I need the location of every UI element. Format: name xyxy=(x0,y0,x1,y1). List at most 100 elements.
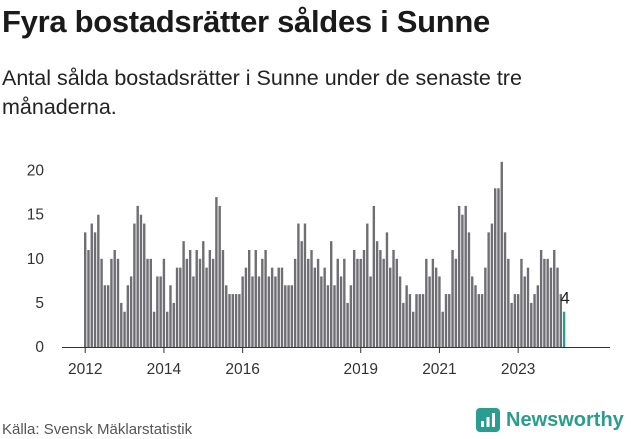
bar xyxy=(313,267,316,347)
bar-series xyxy=(84,161,566,347)
y-tick-label: 15 xyxy=(27,207,44,224)
bar xyxy=(297,223,300,347)
bar xyxy=(523,276,526,347)
bar xyxy=(556,267,559,347)
brand-logo: Newsworthy xyxy=(476,408,624,432)
bar xyxy=(346,302,349,347)
bar xyxy=(113,250,116,347)
bar xyxy=(379,250,382,347)
bar xyxy=(441,311,444,347)
bar xyxy=(172,302,175,347)
bar xyxy=(333,285,336,347)
newsworthy-bar-chart-icon xyxy=(476,408,500,432)
bar xyxy=(408,294,412,347)
bar xyxy=(152,311,156,347)
bar xyxy=(300,241,303,347)
bar xyxy=(533,294,536,347)
bar xyxy=(238,294,241,347)
chart-title: Fyra bostadsrätter såldes i Sunne xyxy=(2,4,490,39)
bar xyxy=(415,294,418,347)
bar xyxy=(159,276,162,347)
bar xyxy=(562,311,566,347)
bar xyxy=(510,302,513,347)
bar xyxy=(146,258,149,347)
x-tick-label: 2012 xyxy=(68,361,102,378)
bar xyxy=(106,285,110,347)
bar xyxy=(175,267,179,347)
bar xyxy=(497,188,500,347)
bar xyxy=(192,276,195,347)
bar xyxy=(500,161,503,347)
bar xyxy=(438,276,441,347)
bar xyxy=(451,250,454,347)
bar xyxy=(359,258,362,347)
bar xyxy=(431,258,435,347)
bar xyxy=(402,302,405,347)
bar xyxy=(418,294,421,347)
bar xyxy=(369,276,372,347)
y-tick-label: 5 xyxy=(35,295,44,312)
bar xyxy=(480,294,484,347)
bar xyxy=(87,250,90,347)
bar xyxy=(494,188,497,347)
bar xyxy=(136,205,139,347)
bar xyxy=(352,250,356,347)
bar xyxy=(149,258,152,347)
bar xyxy=(520,258,523,347)
bar xyxy=(254,250,257,347)
bar xyxy=(93,232,97,347)
bar xyxy=(116,258,120,347)
bar xyxy=(270,267,274,347)
y-axis: 0 5 10 15 20 xyxy=(27,163,45,356)
bar xyxy=(225,285,228,347)
bar xyxy=(336,258,339,347)
bar xyxy=(461,214,464,347)
bar xyxy=(474,285,477,347)
bar xyxy=(277,267,280,347)
bar xyxy=(513,294,517,347)
bar xyxy=(448,294,451,347)
bar xyxy=(264,250,267,347)
bar xyxy=(471,276,474,347)
bar xyxy=(287,285,290,347)
bar xyxy=(166,311,169,347)
bar xyxy=(549,267,553,347)
bar xyxy=(503,232,507,347)
bar xyxy=(103,285,107,347)
source-note: Källa: Svensk Mäklarstatistik xyxy=(2,421,193,438)
bar xyxy=(310,250,313,347)
y-tick-label: 20 xyxy=(27,163,45,180)
bar xyxy=(244,267,248,347)
bar xyxy=(412,311,415,347)
bar xyxy=(484,267,487,347)
bar xyxy=(536,285,540,347)
chart-subtitle: Antal sålda bostadsrätter i Sunne under … xyxy=(2,66,522,119)
bar xyxy=(228,294,231,347)
bar xyxy=(389,267,392,347)
bar xyxy=(543,258,546,347)
bar xyxy=(421,294,425,347)
bar xyxy=(198,258,202,347)
bar xyxy=(356,258,359,347)
bar xyxy=(248,250,251,347)
bar xyxy=(100,258,103,347)
bar xyxy=(467,232,471,347)
x-axis: 2012 2014 2016 2019 2021 2023 xyxy=(68,347,535,378)
bar xyxy=(392,250,395,347)
brand-name: Newsworthy xyxy=(506,408,624,431)
bar xyxy=(398,276,402,347)
bar xyxy=(444,294,448,347)
bar xyxy=(162,258,166,347)
bar xyxy=(425,258,428,347)
bar xyxy=(211,258,215,347)
bar xyxy=(457,205,461,347)
bar xyxy=(507,258,510,347)
bar xyxy=(182,241,185,347)
bar xyxy=(553,250,556,347)
bar xyxy=(185,258,189,347)
bar xyxy=(526,267,530,347)
bar xyxy=(405,285,408,347)
bar xyxy=(215,197,218,347)
bar xyxy=(179,267,182,347)
bar xyxy=(320,276,323,347)
